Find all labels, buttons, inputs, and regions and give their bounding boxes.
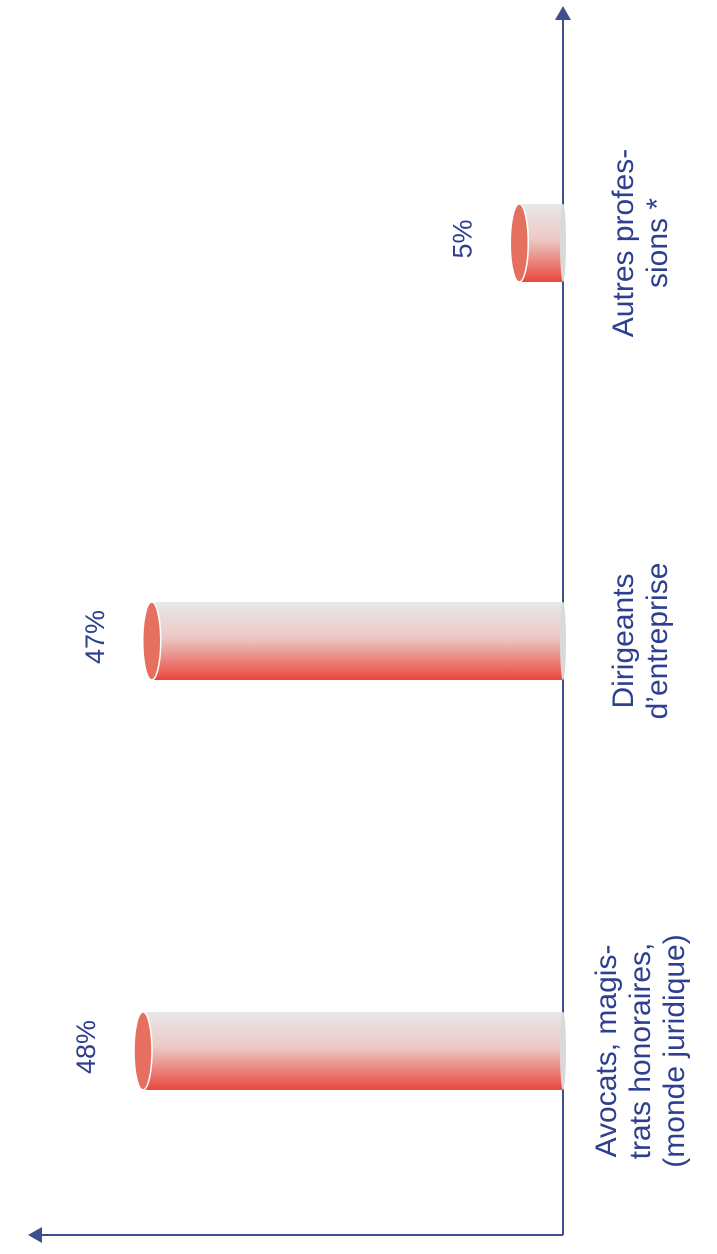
bar — [509, 203, 566, 283]
category-label-line: Avocats, magis- — [590, 945, 623, 1158]
bars — [133, 203, 566, 1091]
category-label-line: (monde juridique) — [658, 934, 691, 1167]
bar-base-cap — [560, 1012, 566, 1090]
bar-end-cap — [133, 1011, 153, 1091]
category-label-line: d’entreprise — [641, 563, 674, 720]
category-label-line: Autres profes- — [607, 149, 640, 337]
labels: 48% 47% 5% Avocats, magis-trats honoraires,… — [71, 149, 691, 1168]
bar — [142, 601, 566, 681]
bar-body — [151, 602, 563, 680]
value-axis-arrow — [555, 6, 571, 20]
category-label-line: sions * — [641, 198, 674, 288]
category-label-line: Dirigeants — [607, 573, 640, 708]
bar — [133, 1011, 566, 1091]
value-label: 47% — [80, 610, 110, 664]
bar-end-cap — [142, 601, 162, 681]
bar-base-cap — [560, 602, 566, 680]
value-label: 5% — [447, 219, 477, 258]
category-axis-arrow — [28, 1227, 42, 1243]
value-label: 48% — [71, 1020, 101, 1074]
bar-end-cap — [509, 203, 529, 283]
bar-base-cap — [560, 204, 566, 282]
category-label-line: trats honoraires, — [624, 943, 657, 1160]
category-label: Autres profes-sions * — [607, 149, 674, 337]
category-label: Avocats, magis-trats honoraires,(monde j… — [590, 934, 691, 1167]
category-label: Dirigeantsd’entreprise — [607, 563, 674, 720]
bar-body — [143, 1012, 563, 1090]
